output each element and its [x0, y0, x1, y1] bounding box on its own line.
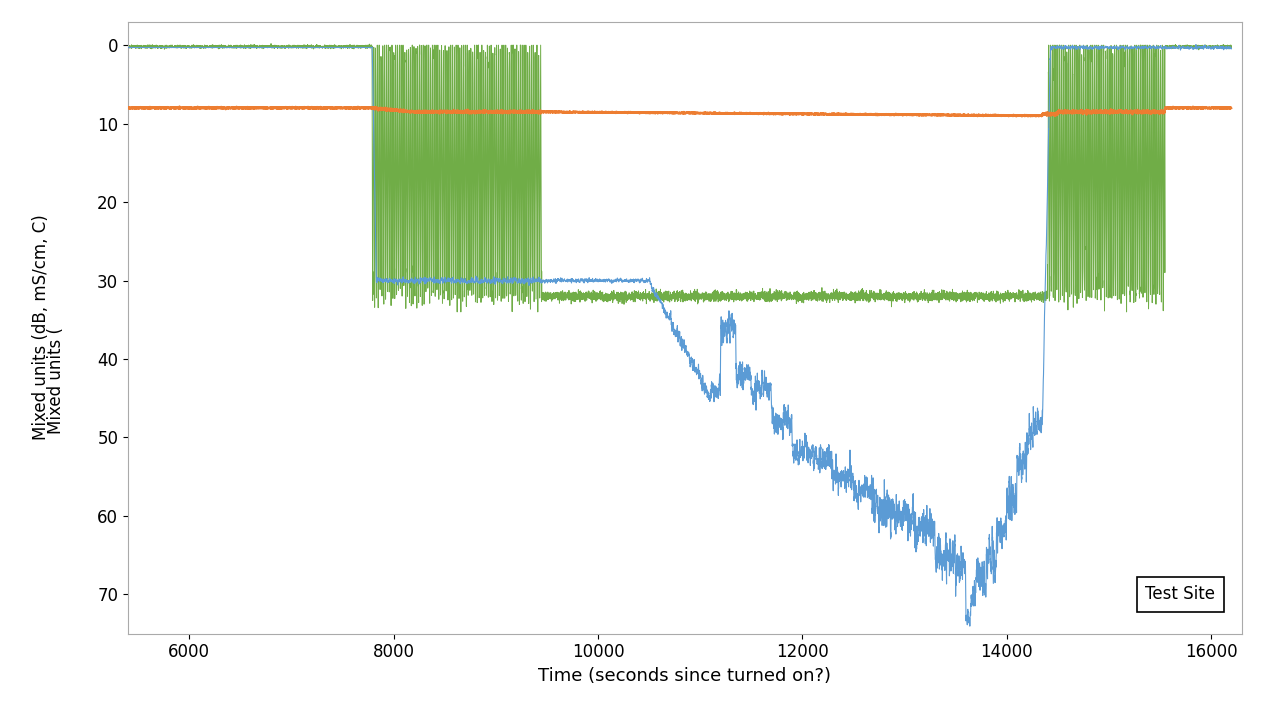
Y-axis label: Mixed units (dB, mS/cm, C): Mixed units (dB, mS/cm, C) — [32, 215, 50, 441]
X-axis label: Time (seconds since turned on?): Time (seconds since turned on?) — [539, 667, 831, 685]
Text: Test Site: Test Site — [1146, 585, 1215, 603]
Text: Mixed units (: Mixed units ( — [46, 328, 64, 434]
